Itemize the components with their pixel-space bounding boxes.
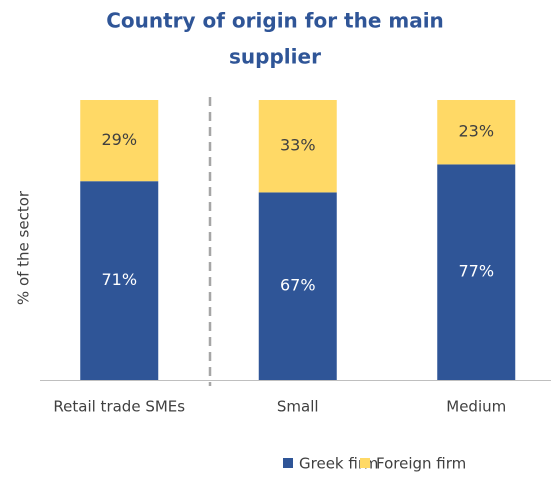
data-label: 33% <box>280 136 316 155</box>
x-tick-label: Medium <box>446 398 506 416</box>
chart-title: Country of origin for the main <box>106 9 444 33</box>
x-tick-label: Small <box>277 398 319 416</box>
legend-swatch <box>283 458 293 468</box>
chart-title: supplier <box>229 45 321 69</box>
bar-segment <box>258 100 337 193</box>
data-label: 77% <box>458 262 494 281</box>
legend-swatch <box>360 458 370 468</box>
legend-label: Greek firm <box>299 455 378 473</box>
x-tick-label: Retail trade SMEs <box>53 398 185 416</box>
bar-segment <box>258 192 337 380</box>
data-label: 67% <box>280 276 316 295</box>
data-label: 29% <box>101 130 137 149</box>
data-label: 71% <box>101 270 137 289</box>
data-label: 23% <box>458 122 494 141</box>
bar-segment <box>80 100 159 182</box>
bar-segment <box>437 164 516 380</box>
y-axis-label: % of the sector <box>15 190 33 305</box>
legend-label: Foreign firm <box>376 455 466 473</box>
bar-segment <box>80 181 159 380</box>
bar-segment <box>437 100 516 165</box>
